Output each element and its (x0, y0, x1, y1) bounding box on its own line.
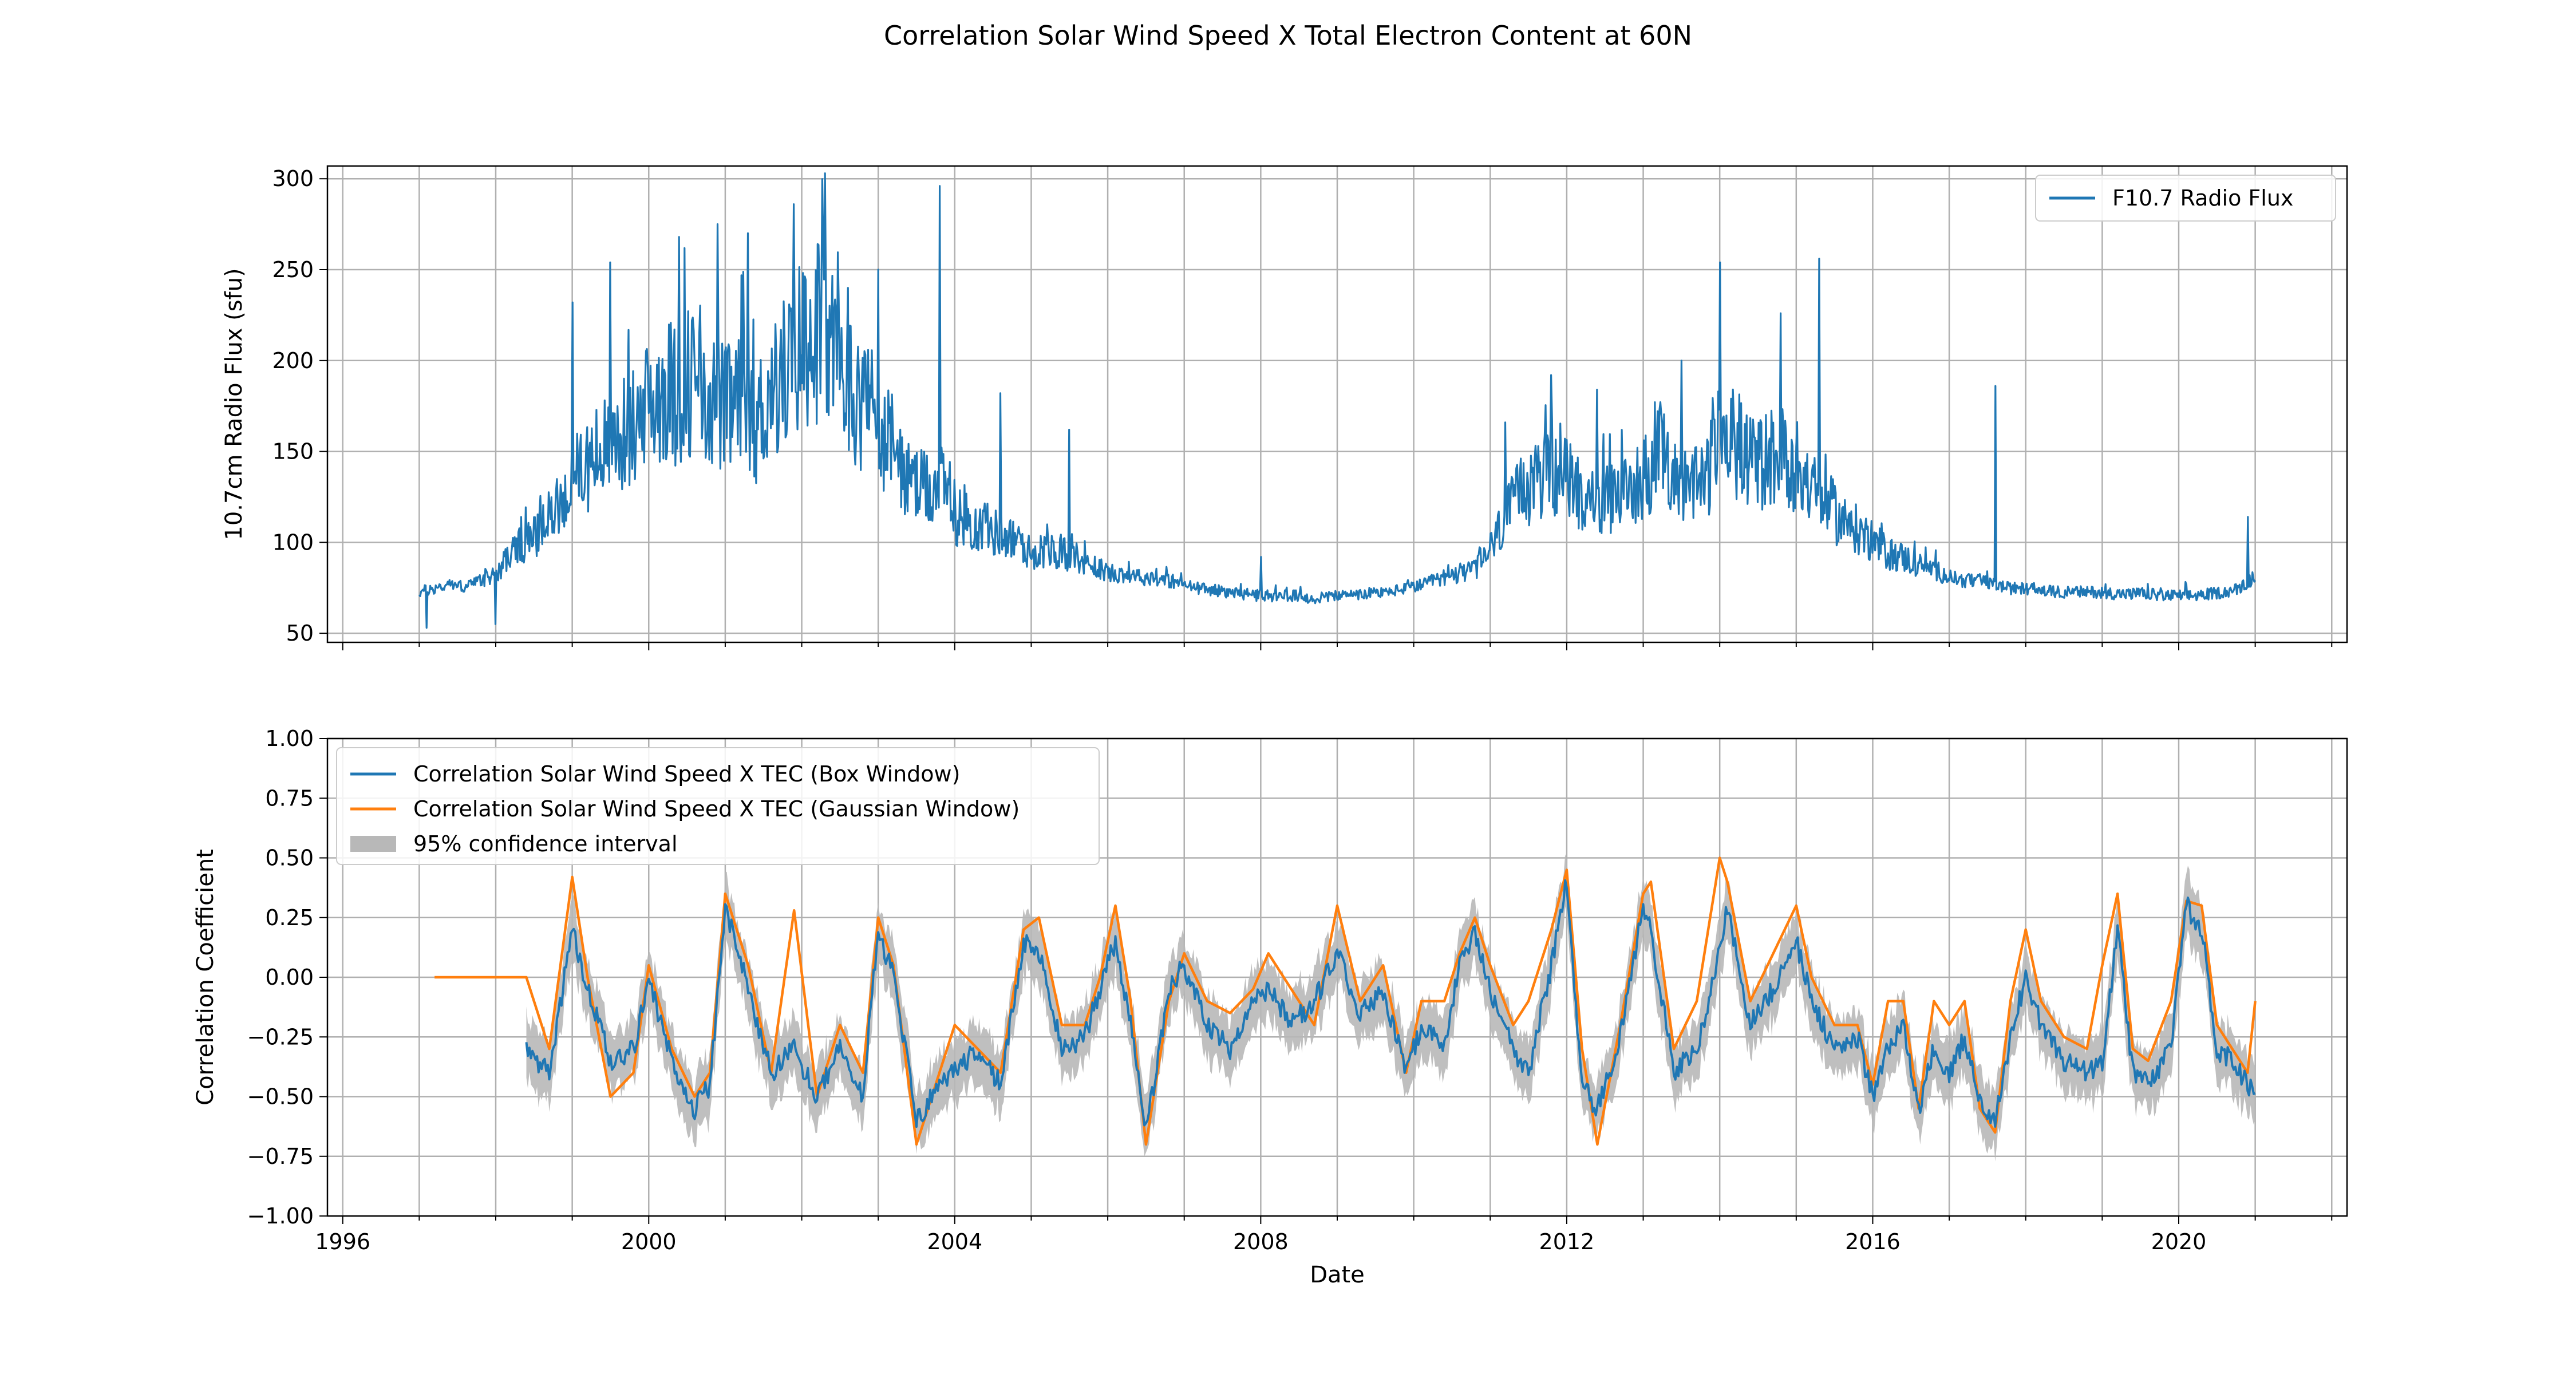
bot-ytick-label-6: 0.50 (265, 846, 314, 871)
bot-ytick-label-3: −0.25 (247, 1024, 314, 1049)
top-ytick-label-1: 100 (272, 530, 314, 555)
bot-ytick-label-0: −1.00 (247, 1203, 314, 1229)
bot-xtick-label-2000: 2000 (621, 1229, 677, 1254)
bottom-x-axis-label: Date (1310, 1262, 1365, 1288)
bot-xtick-label-1996: 1996 (315, 1229, 370, 1254)
bot-xtick-label-2004: 2004 (927, 1229, 982, 1254)
confidence-interval-band (526, 854, 2255, 1162)
bot-ytick-label-7: 0.75 (265, 785, 314, 811)
bot-ytick-label-2: −0.50 (247, 1084, 314, 1110)
top-legend-box (2035, 175, 2336, 222)
bot-ytick-label-8: 1.00 (265, 726, 314, 751)
series-gaussian-window-line (434, 856, 2257, 1146)
figure-title: Correlation Solar Wind Speed X Total Ele… (884, 20, 1692, 51)
top-ytick-label-0: 50 (286, 621, 314, 646)
bottom-ticks: 1996 2000 2004 2008 2012 2016 2020 −1.00 −0.75 −0… (247, 726, 2333, 1254)
legend-label-gaussian-window: Correlation Solar Wind Speed X TEC (Gaus… (413, 796, 1020, 822)
series-box-window-line (525, 879, 2256, 1128)
top-ytick-label-3: 200 (272, 348, 314, 373)
bot-xtick-label-2020: 2020 (2151, 1229, 2207, 1254)
bot-ytick-label-4: 0.00 (265, 965, 314, 990)
bot-xtick-label-2016: 2016 (1845, 1229, 1901, 1254)
top-ytick-label-2: 150 (272, 439, 314, 464)
legend-label-f107: F10.7 Radio Flux (2112, 185, 2293, 211)
top-grid (327, 166, 2347, 642)
top-legend: F10.7 Radio Flux (2035, 175, 2336, 222)
bot-ytick-label-1: −0.75 (247, 1144, 314, 1169)
bottom-legend-box (336, 747, 1100, 865)
legend-swatch-confidence-interval (350, 836, 396, 852)
bottom-y-axis-label: Correlation Coefficient (192, 849, 219, 1105)
bottom-legend: Correlation Solar Wind Speed X TEC (Box … (336, 747, 1100, 865)
series-f107-line (418, 172, 2256, 629)
bottom-plot-area (434, 854, 2257, 1162)
top-axes: 50 100 150 200 250 300 10.7cm Radio Flux (sfu… (221, 165, 2348, 650)
bot-xtick-label-2012: 2012 (1539, 1229, 1595, 1254)
legend-label-box-window: Correlation Solar Wind Speed X TEC (Box … (413, 761, 960, 787)
bottom-axes: 1996 2000 2004 2008 2012 2016 2020 −1.00 −0.75 −0… (192, 726, 2348, 1288)
top-ticks: 50 100 150 200 250 300 (272, 166, 2333, 650)
top-plot-area (418, 172, 2256, 629)
bot-ytick-label-5: 0.25 (265, 905, 314, 930)
bot-xtick-label-2008: 2008 (1233, 1229, 1289, 1254)
legend-label-confidence-interval: 95% confidence interval (413, 831, 678, 856)
top-y-axis-label: 10.7cm Radio Flux (sfu) (221, 268, 247, 540)
top-ytick-label-4: 250 (272, 257, 314, 282)
top-ytick-label-5: 300 (272, 166, 314, 191)
